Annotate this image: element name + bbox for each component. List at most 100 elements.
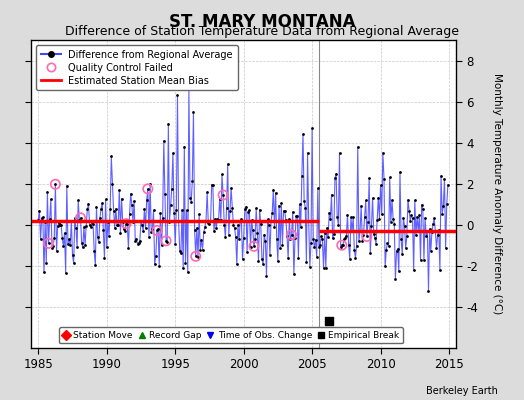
Point xyxy=(439,203,447,209)
Point xyxy=(441,245,450,251)
Point xyxy=(115,187,124,194)
Point xyxy=(143,197,151,203)
Point xyxy=(138,222,146,228)
Point xyxy=(135,240,143,246)
Point xyxy=(263,273,271,279)
Point xyxy=(383,240,391,246)
Point xyxy=(102,196,110,203)
Point xyxy=(65,236,73,242)
Point xyxy=(437,173,445,179)
Point xyxy=(407,212,416,218)
Point xyxy=(406,218,414,224)
Point xyxy=(34,216,42,223)
Point xyxy=(243,248,252,255)
Point xyxy=(237,216,246,223)
Point xyxy=(387,219,395,225)
Point xyxy=(77,214,85,221)
Point xyxy=(188,178,196,185)
Point xyxy=(62,183,71,189)
Point xyxy=(332,170,340,177)
Point xyxy=(173,92,182,99)
Point xyxy=(353,242,361,249)
Point xyxy=(260,232,268,238)
Point xyxy=(192,253,200,260)
Point xyxy=(232,234,240,240)
Point xyxy=(183,269,192,275)
Point xyxy=(391,276,400,283)
Point xyxy=(396,169,404,175)
Point xyxy=(51,181,60,188)
Point xyxy=(402,233,411,240)
Point xyxy=(154,226,162,232)
Point xyxy=(438,210,446,217)
Point xyxy=(303,150,312,156)
Point xyxy=(271,190,280,196)
Point xyxy=(216,216,225,223)
Point xyxy=(272,236,281,242)
Point xyxy=(126,190,135,197)
Point xyxy=(211,216,220,222)
Point xyxy=(428,229,436,235)
Point xyxy=(233,261,241,267)
Point xyxy=(57,221,66,228)
Legend: Station Move, Record Gap, Time of Obs. Change, Empirical Break: Station Move, Record Gap, Time of Obs. C… xyxy=(59,327,403,344)
Point xyxy=(124,245,133,251)
Point xyxy=(324,234,332,240)
Point xyxy=(209,182,217,189)
Point xyxy=(284,255,292,262)
Point xyxy=(337,242,346,248)
Point xyxy=(431,228,440,234)
Point xyxy=(70,260,78,266)
Point xyxy=(433,232,442,238)
Point xyxy=(357,203,365,209)
Point xyxy=(161,191,169,198)
Point xyxy=(182,207,191,214)
Point xyxy=(292,213,300,219)
Point xyxy=(269,187,278,193)
Point xyxy=(128,202,136,208)
Point xyxy=(267,218,275,224)
Point xyxy=(436,267,444,274)
Point xyxy=(259,261,267,267)
Point xyxy=(94,239,103,246)
Point xyxy=(48,245,56,252)
Point xyxy=(380,175,388,182)
Point xyxy=(67,218,75,224)
Point xyxy=(201,224,209,230)
Point xyxy=(96,215,104,222)
Point xyxy=(309,236,318,242)
Point xyxy=(236,217,244,224)
Point xyxy=(318,236,326,242)
Point xyxy=(276,244,285,251)
Point xyxy=(429,221,437,227)
Point xyxy=(190,226,199,233)
Point xyxy=(49,243,57,249)
Point xyxy=(254,257,263,264)
Point xyxy=(246,244,255,250)
Point xyxy=(129,219,137,225)
Point xyxy=(46,216,54,223)
Point xyxy=(351,255,359,261)
Point xyxy=(355,238,363,244)
Point xyxy=(239,234,248,241)
Point xyxy=(163,238,171,245)
Point xyxy=(203,189,211,196)
Point xyxy=(35,208,43,214)
Point xyxy=(59,243,68,249)
Point xyxy=(164,121,172,127)
Point xyxy=(251,236,259,242)
Point xyxy=(117,196,126,202)
Point xyxy=(340,236,348,242)
Point xyxy=(150,261,159,268)
Point xyxy=(40,269,48,276)
Point xyxy=(374,194,383,201)
Point xyxy=(91,262,100,268)
Point xyxy=(430,215,439,222)
Point xyxy=(248,227,257,233)
Point xyxy=(398,251,407,258)
Point xyxy=(51,181,60,188)
Point xyxy=(330,230,338,237)
Point xyxy=(326,216,334,222)
Point xyxy=(416,257,424,264)
Point xyxy=(45,240,53,246)
